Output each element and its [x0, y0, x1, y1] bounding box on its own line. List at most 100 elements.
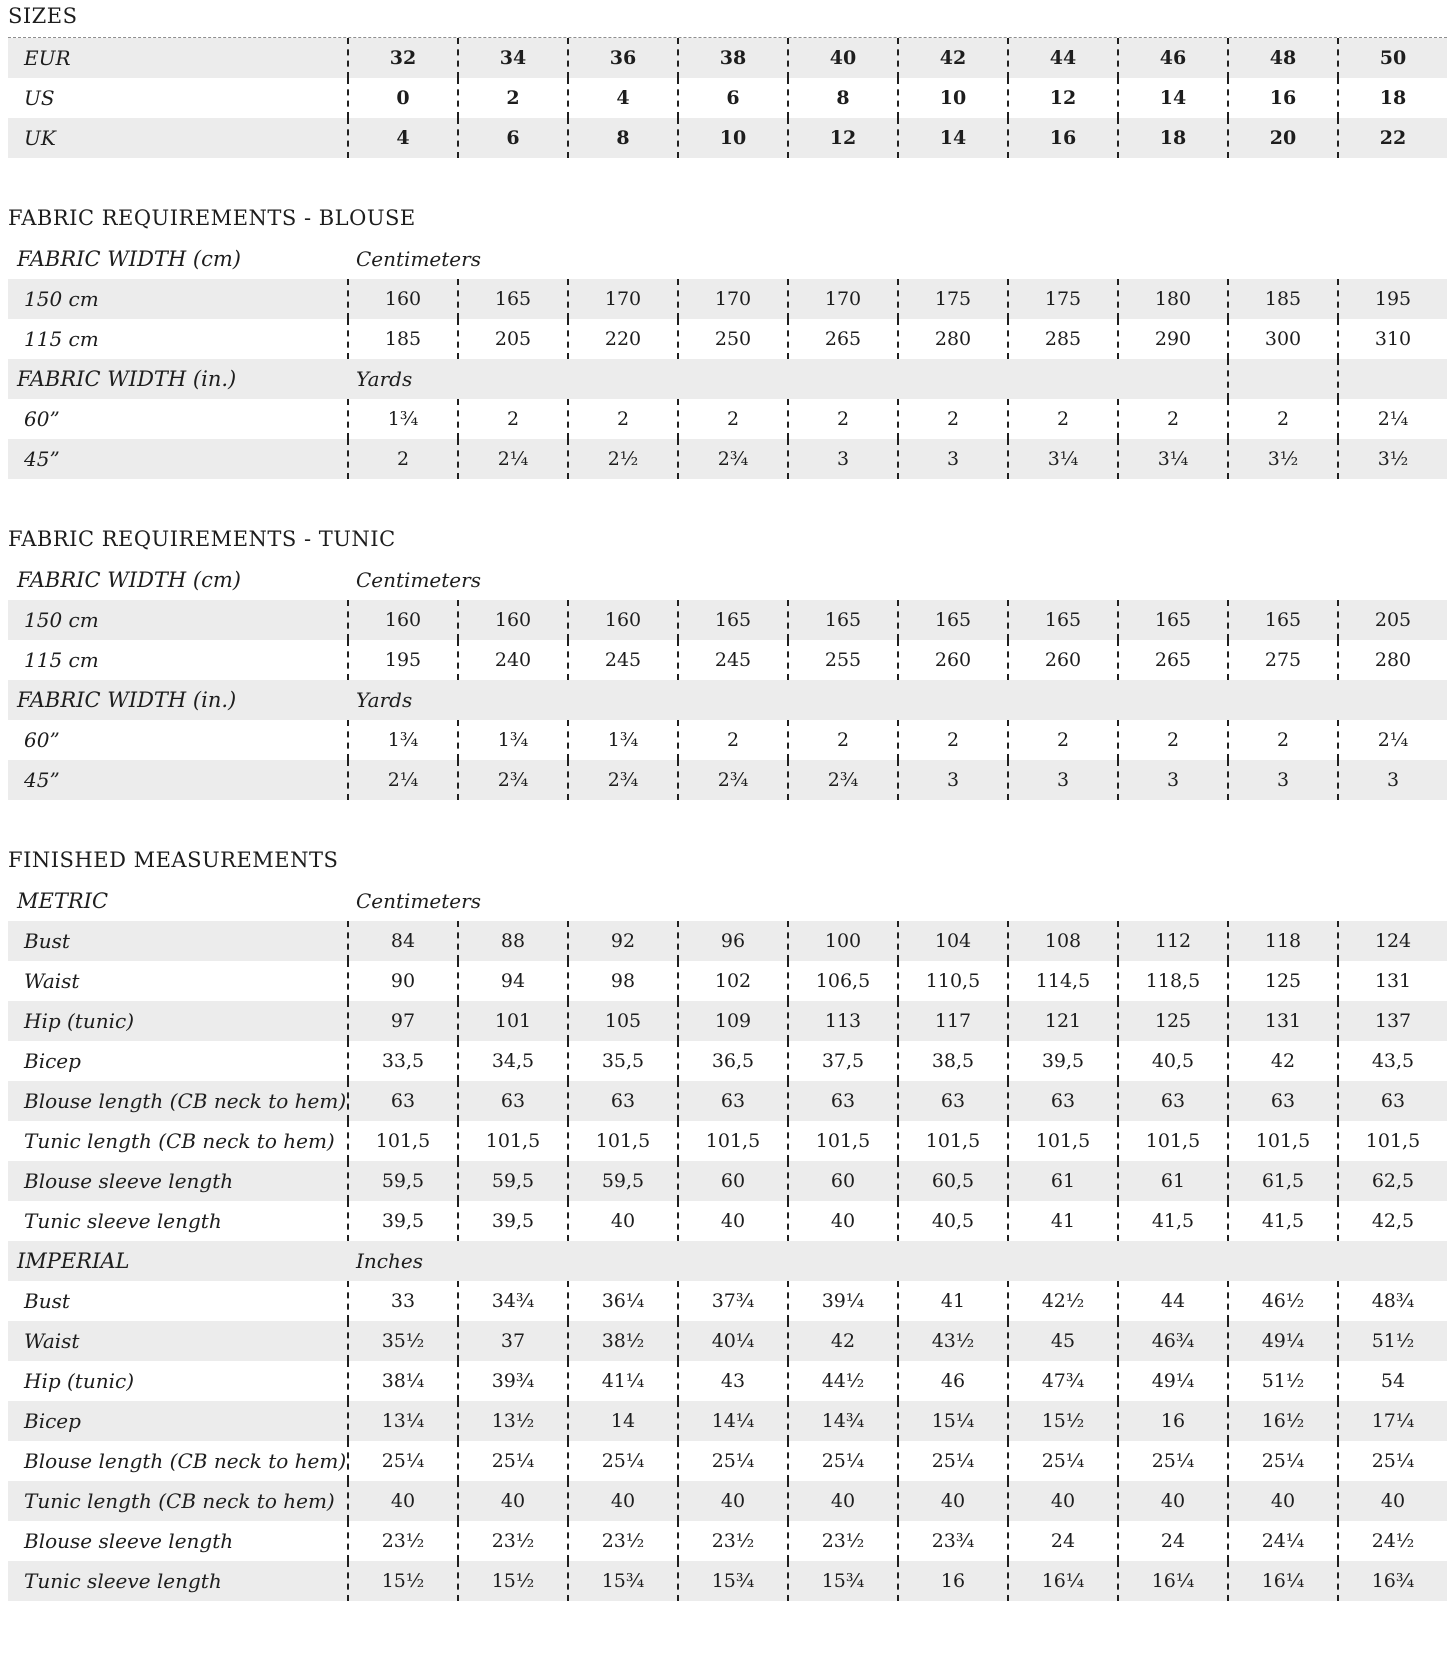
- table-cell: 98: [567, 961, 677, 1001]
- table-cell: 8: [787, 78, 897, 118]
- fabric-requirements-tunic-table: FABRIC WIDTH (cm) Centimeters 150 cm 160 160…: [8, 560, 1447, 800]
- table-cell: 39,5: [1007, 1041, 1117, 1081]
- table-cell: 25¼: [567, 1441, 677, 1481]
- table-row: 45” 2 2¼ 2½ 2¾ 3 3 3¼ 3¼ 3½ 3½: [8, 439, 1447, 479]
- table-cell: 35,5: [567, 1041, 677, 1081]
- table-cell: 63: [1007, 1081, 1117, 1121]
- table-cell: 114,5: [1007, 961, 1117, 1001]
- table-cell: 2¼: [1337, 399, 1447, 439]
- row-label: US: [24, 86, 55, 110]
- table-cell: 60,5: [897, 1161, 1007, 1201]
- section-sizes: SIZES EUR 32 34 36 38 40 42 44 46 48 50 US 0 2 4 6 8 10 12…: [8, 4, 1447, 158]
- table-cell: 3: [1007, 760, 1117, 800]
- table-cell: 2¾: [677, 760, 787, 800]
- row-label: 60”: [24, 407, 60, 431]
- table-cell: 44½: [787, 1361, 897, 1401]
- row-label: Blouse length (CB neck to hem): [24, 1089, 347, 1113]
- table-cell: 2¼: [347, 760, 457, 800]
- table-cell: 124: [1337, 921, 1447, 961]
- table-cell: 275: [1227, 640, 1337, 680]
- table-cell: 41¼: [567, 1361, 677, 1401]
- table-row: Hip (tunic) 97 101 105 109 113 117 121 125 131 137: [8, 1001, 1447, 1041]
- table-cell: 220: [567, 319, 677, 359]
- table-cell: 42,5: [1337, 1201, 1447, 1241]
- table-cell: 165: [1007, 600, 1117, 640]
- row-label: 150 cm: [24, 287, 99, 311]
- table-cell: 2: [787, 720, 897, 760]
- table-cell: 36,5: [677, 1041, 787, 1081]
- table-cell: 17¼: [1337, 1401, 1447, 1441]
- table-cell: 245: [567, 640, 677, 680]
- table-cell: 44: [1007, 38, 1117, 78]
- table-cell: 245: [677, 640, 787, 680]
- unit-label: Yards: [356, 367, 413, 391]
- table-cell: 160: [347, 600, 457, 640]
- table-cell: 240: [457, 640, 567, 680]
- table-cell: 59,5: [457, 1161, 567, 1201]
- table-cell: 25¼: [457, 1441, 567, 1481]
- table-cell: 16¼: [1117, 1561, 1227, 1601]
- table-cell: 112: [1117, 921, 1227, 961]
- table-cell: 63: [1227, 1081, 1337, 1121]
- table-cell: 38: [677, 38, 787, 78]
- table-cell: 113: [787, 1001, 897, 1041]
- table-cell: 4: [347, 118, 457, 158]
- row-label: Tunic length (CB neck to hem): [24, 1489, 335, 1513]
- table-row: Tunic sleeve length 15½ 15½ 15¾ 15¾ 15¾ 16 16¼ 1…: [8, 1561, 1447, 1601]
- row-label: Tunic sleeve length: [24, 1569, 222, 1593]
- table-row: EUR 32 34 36 38 40 42 44 46 48 50: [8, 38, 1447, 78]
- table-cell: 24¼: [1227, 1521, 1337, 1561]
- table-row: 150 cm 160 165 170 170 170 175 175 180 185 195: [8, 279, 1447, 319]
- table-cell: 160: [457, 600, 567, 640]
- table-cell: 1¾: [567, 720, 677, 760]
- table-cell: 14¼: [677, 1401, 787, 1441]
- finished-measurements-table: METRIC Centimeters Bust 84 88 92 96 100 104 108 11…: [8, 881, 1447, 1601]
- table-cell: 41,5: [1117, 1201, 1227, 1241]
- table-cell: 63: [567, 1081, 677, 1121]
- table-cell: 49¼: [1227, 1321, 1337, 1361]
- table-cell: 265: [1117, 640, 1227, 680]
- table-row: 115 cm 185 205 220 250 265 280 285 290 300 310: [8, 319, 1447, 359]
- table-cell: 106,5: [787, 961, 897, 1001]
- table-cell: 280: [1337, 640, 1447, 680]
- table-cell: 37: [457, 1321, 567, 1361]
- table-cell: 14: [1117, 78, 1227, 118]
- table-cell: 3: [897, 760, 1007, 800]
- table-cell: 102: [677, 961, 787, 1001]
- table-cell: 2: [567, 399, 677, 439]
- table-cell: 15½: [1007, 1401, 1117, 1441]
- table-cell: 15½: [347, 1561, 457, 1601]
- table-row: Blouse sleeve length 23½ 23½ 23½ 23½ 23½ 23¾ 24…: [8, 1521, 1447, 1561]
- table-cell: 61: [1117, 1161, 1227, 1201]
- table-cell: 40: [1227, 1481, 1337, 1521]
- table-cell: 2: [677, 399, 787, 439]
- table-cell: 59,5: [567, 1161, 677, 1201]
- table-cell: 104: [897, 921, 1007, 961]
- table-row: 60” 1¾ 1¾ 1¾ 2 2 2 2 2 2 2¼: [8, 720, 1447, 760]
- table-cell: 36: [567, 38, 677, 78]
- table-cell: 25¼: [1007, 1441, 1117, 1481]
- row-label: FABRIC WIDTH (in.): [17, 688, 237, 712]
- table-cell: 25¼: [1227, 1441, 1337, 1481]
- table-cell: 110,5: [897, 961, 1007, 1001]
- table-cell: 40,5: [897, 1201, 1007, 1241]
- table-row: METRIC Centimeters: [8, 881, 1447, 921]
- table-cell: 51½: [1337, 1321, 1447, 1361]
- table-cell: 15¾: [787, 1561, 897, 1601]
- table-cell: 63: [1117, 1081, 1227, 1121]
- row-label: 150 cm: [24, 608, 99, 632]
- table-cell: 16: [1117, 1401, 1227, 1441]
- row-label: UK: [24, 126, 56, 150]
- table-cell: 125: [1117, 1001, 1227, 1041]
- table-row: Tunic length (CB neck to hem) 101,5 101,5 1…: [8, 1121, 1447, 1161]
- table-cell: 105: [567, 1001, 677, 1041]
- table-cell: 101,5: [457, 1121, 567, 1161]
- table-cell: 16¼: [1007, 1561, 1117, 1601]
- table-cell: 2: [1117, 399, 1227, 439]
- table-cell: 310: [1337, 319, 1447, 359]
- unit-label: Centimeters: [356, 247, 481, 271]
- section-finished-measurements: FINISHED MEASUREMENTS METRIC Centimeters B…: [8, 848, 1447, 1601]
- table-cell: 280: [897, 319, 1007, 359]
- table-cell: 131: [1227, 1001, 1337, 1041]
- table-cell: 2¾: [457, 760, 567, 800]
